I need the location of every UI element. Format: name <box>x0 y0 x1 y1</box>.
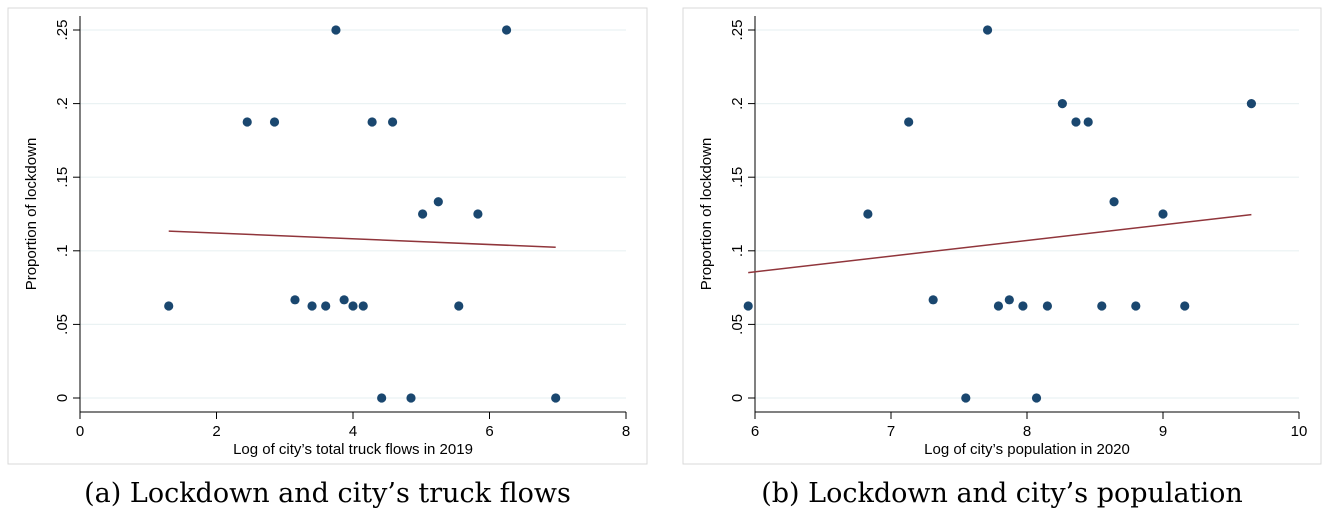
y-tick-label-b-0: 0 <box>729 394 746 402</box>
caption-a: (a) Lockdown and city’s truck flows <box>0 478 655 509</box>
data-point-a-2 <box>270 117 279 126</box>
data-point-a-13 <box>406 393 415 402</box>
x-tick-label-b-1: 7 <box>887 423 895 440</box>
data-point-a-12 <box>388 117 397 126</box>
x-tick-label-a-3: 6 <box>485 423 493 440</box>
graph-frame-b <box>683 8 1321 464</box>
data-point-b-11 <box>1058 99 1067 108</box>
data-point-a-11 <box>377 393 386 402</box>
data-point-b-0 <box>744 301 753 310</box>
y-tick-label-a-0: 0 <box>54 394 71 402</box>
data-point-b-9 <box>1032 393 1041 402</box>
graph-frame-a <box>8 8 647 464</box>
data-point-a-4 <box>307 301 316 310</box>
data-point-b-4 <box>961 393 970 402</box>
data-point-b-16 <box>1131 301 1140 310</box>
data-point-a-0 <box>164 301 173 310</box>
y-tick-label-b-4: .2 <box>729 97 746 110</box>
x-tick-label-b-2: 8 <box>1023 423 1031 440</box>
caption-b: (b) Lockdown and city’s population <box>675 478 1329 509</box>
data-point-b-10 <box>1043 301 1052 310</box>
data-point-a-17 <box>473 209 482 218</box>
x-tick-label-b-4: 10 <box>1291 423 1308 440</box>
x-axis-title-b: Log of city’s population in 2020 <box>924 441 1130 458</box>
data-point-a-19 <box>551 393 560 402</box>
y-tick-label-b-3: .15 <box>729 167 746 188</box>
y-tick-label-a-1: .05 <box>54 314 71 335</box>
data-point-b-17 <box>1158 209 1167 218</box>
data-point-b-15 <box>1109 197 1118 206</box>
x-axis-title-a: Log of city’s total truck flows in 2019 <box>233 441 473 458</box>
y-axis-title-a: Proportion of lockdown <box>23 138 40 291</box>
x-tick-label-b-0: 6 <box>751 423 759 440</box>
data-point-a-16 <box>454 301 463 310</box>
x-tick-label-a-1: 2 <box>212 423 220 440</box>
scatter-chart-a: 0 .05 .1 .15 .2 .25 0 2 4 6 8 Log of city’s total t… <box>0 0 655 472</box>
y-tick-label-a-3: .15 <box>54 167 71 188</box>
data-point-a-7 <box>340 295 349 304</box>
data-point-a-3 <box>290 295 299 304</box>
data-point-a-14 <box>418 209 427 218</box>
y-tick-label-b-1: .05 <box>729 314 746 335</box>
y-tick-label-a-4: .2 <box>54 97 71 110</box>
data-point-b-18 <box>1180 301 1189 310</box>
x-tick-label-a-2: 4 <box>349 423 357 440</box>
data-point-b-13 <box>1084 117 1093 126</box>
x-tick-label-a-0: 0 <box>76 423 84 440</box>
y-axis-title-b: Proportion of lockdown <box>698 138 715 291</box>
scatter-chart-b: 0 .05 .1 .15 .2 .25 6 7 8 9 10 Log of city’s popula… <box>675 0 1329 472</box>
data-point-b-12 <box>1071 117 1080 126</box>
data-point-b-5 <box>983 25 992 34</box>
y-tick-label-a-2: .1 <box>54 245 71 258</box>
chart-panel-b: 0 .05 .1 .15 .2 .25 6 7 8 9 10 Log of city’s popula… <box>675 0 1329 521</box>
data-point-b-2 <box>904 117 913 126</box>
y-tick-label-b-2: .1 <box>729 245 746 258</box>
y-tick-label-a-5: .25 <box>54 20 71 41</box>
data-point-b-14 <box>1097 301 1106 310</box>
data-point-b-8 <box>1018 301 1027 310</box>
data-point-b-19 <box>1247 99 1256 108</box>
data-point-a-15 <box>434 197 443 206</box>
data-point-b-3 <box>929 295 938 304</box>
data-point-a-18 <box>502 25 511 34</box>
data-point-a-8 <box>348 301 357 310</box>
data-point-a-9 <box>359 301 368 310</box>
chart-panel-a: 0 .05 .1 .15 .2 .25 0 2 4 6 8 Log of city’s total t… <box>0 0 655 521</box>
y-tick-label-b-5: .25 <box>729 20 746 41</box>
data-point-b-7 <box>1005 295 1014 304</box>
data-point-a-10 <box>368 117 377 126</box>
x-tick-label-b-3: 9 <box>1159 423 1167 440</box>
data-point-a-1 <box>243 117 252 126</box>
data-point-a-6 <box>331 25 340 34</box>
x-tick-label-a-4: 8 <box>622 423 630 440</box>
data-point-a-5 <box>321 301 330 310</box>
data-point-b-1 <box>863 209 872 218</box>
data-point-b-6 <box>994 301 1003 310</box>
